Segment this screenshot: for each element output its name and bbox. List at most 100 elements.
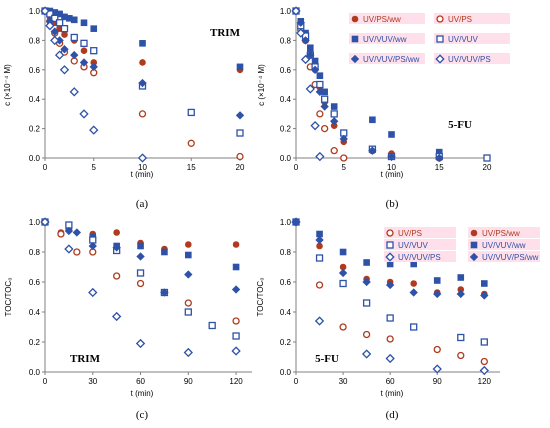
- data-point: [89, 62, 98, 72]
- data-point: [410, 280, 417, 287]
- data-point: [232, 317, 240, 325]
- legend-marker: [436, 15, 444, 23]
- x-tick-label: 15: [187, 163, 196, 172]
- x-tick-label: 120: [229, 377, 243, 386]
- data-point: [432, 364, 442, 374]
- data-point: [362, 330, 371, 339]
- data-point: [315, 151, 325, 162]
- data-point: [80, 39, 88, 47]
- data-point: [368, 146, 377, 155]
- data-point: [232, 263, 240, 271]
- y-tick-label: 0.4: [280, 308, 292, 317]
- data-point: [457, 351, 465, 360]
- data-point: [310, 120, 320, 131]
- data-point: [457, 333, 465, 342]
- data-point: [208, 321, 216, 330]
- data-point: [187, 108, 195, 117]
- x-tick-label: 0: [43, 377, 48, 386]
- axis-ticks: 0.0 0.2 0.4 0.6 0.8 1.0 0 5 10 15 20: [29, 7, 245, 172]
- x-tick-label: 90: [433, 377, 442, 386]
- data-point: [184, 308, 192, 316]
- data-point: [232, 241, 240, 248]
- legend-label: UV/VUV: [398, 241, 428, 250]
- data-point: [231, 346, 241, 356]
- y-tick-label: 0.8: [280, 248, 292, 257]
- legend-marker: [386, 241, 394, 249]
- data-point: [185, 241, 192, 248]
- data-point: [50, 35, 60, 46]
- data-point: [433, 345, 441, 354]
- data-point: [362, 277, 371, 287]
- y-axis-label: c (×10⁻⁴ M): [257, 64, 266, 106]
- y-tick-label: 0.2: [29, 338, 41, 347]
- legend-label: UV/VUV/PS/ww: [363, 55, 420, 64]
- chart-panel-a: 0.0 0.2 0.4 0.6 0.8 1.0 0 5 10 15 20 t (min) c (×1…: [3, 6, 245, 210]
- legend-entry-background: [384, 227, 456, 238]
- data-point: [291, 217, 301, 227]
- x-tick-label: 20: [483, 163, 492, 172]
- legend-entry-background: [468, 239, 540, 250]
- panel-label: (b): [386, 198, 399, 210]
- y-tick-label: 0.8: [29, 36, 41, 45]
- x-tick-label: 15: [435, 163, 444, 172]
- data-point: [79, 109, 89, 119]
- legend-entry-background: [384, 239, 456, 250]
- data-point: [387, 152, 396, 161]
- data-point: [90, 47, 98, 55]
- data-point: [185, 251, 192, 259]
- data-point: [90, 25, 98, 32]
- data-point: [51, 14, 59, 22]
- data-point: [315, 254, 324, 262]
- data-point: [457, 274, 465, 281]
- data-point: [301, 36, 310, 45]
- data-point: [55, 19, 64, 27]
- data-point: [138, 110, 147, 118]
- data-point: [46, 10, 54, 18]
- y-axis-label: TOC/TOC₀: [4, 277, 13, 316]
- legend-entry-background: [349, 53, 425, 64]
- panel-label: (d): [386, 409, 399, 421]
- data-point: [315, 87, 325, 97]
- y-tick-label: 0.4: [280, 95, 292, 104]
- data-point: [315, 281, 324, 289]
- data-point: [296, 28, 306, 38]
- legend-marker: [351, 35, 359, 43]
- data-point: [305, 84, 315, 94]
- data-point: [88, 287, 98, 298]
- legend-marker: [470, 229, 478, 237]
- data-points: [40, 217, 241, 358]
- data-point: [316, 72, 324, 79]
- y-tick-label: 1.0: [29, 218, 41, 227]
- data-point: [72, 228, 82, 237]
- data-point: [112, 243, 121, 252]
- x-tick-label: 20: [236, 163, 245, 172]
- y-tick-label: 0.4: [29, 308, 41, 317]
- data-point: [339, 134, 348, 144]
- x-tick-label: 0: [294, 377, 299, 386]
- data-point: [316, 110, 324, 118]
- data-point: [70, 50, 79, 60]
- axis-ticks: 0.0 0.2 0.4 0.6 0.8 1.0 0 30 60 90 120: [29, 218, 243, 386]
- data-point: [410, 323, 418, 331]
- data-point: [310, 65, 320, 74]
- data-point: [236, 129, 244, 137]
- x-tick-label: 60: [136, 377, 145, 386]
- chart-title: 5-FU: [448, 119, 472, 131]
- data-point: [235, 111, 245, 120]
- data-point: [80, 19, 88, 27]
- x-axis-label: t (min): [381, 389, 404, 398]
- x-tick-label: 10: [138, 163, 147, 172]
- data-point: [291, 6, 301, 16]
- data-point: [480, 338, 488, 346]
- legend-label: UV/PS: [448, 15, 472, 24]
- legend-entry-background: [434, 13, 510, 24]
- data-point: [69, 87, 79, 97]
- data-point: [231, 285, 241, 294]
- y-tick-label: 0.4: [29, 95, 41, 104]
- data-point: [409, 288, 418, 297]
- panel-label: (c): [136, 409, 149, 421]
- legend-marker: [435, 54, 445, 64]
- data-point: [320, 95, 329, 103]
- data-point: [139, 59, 146, 66]
